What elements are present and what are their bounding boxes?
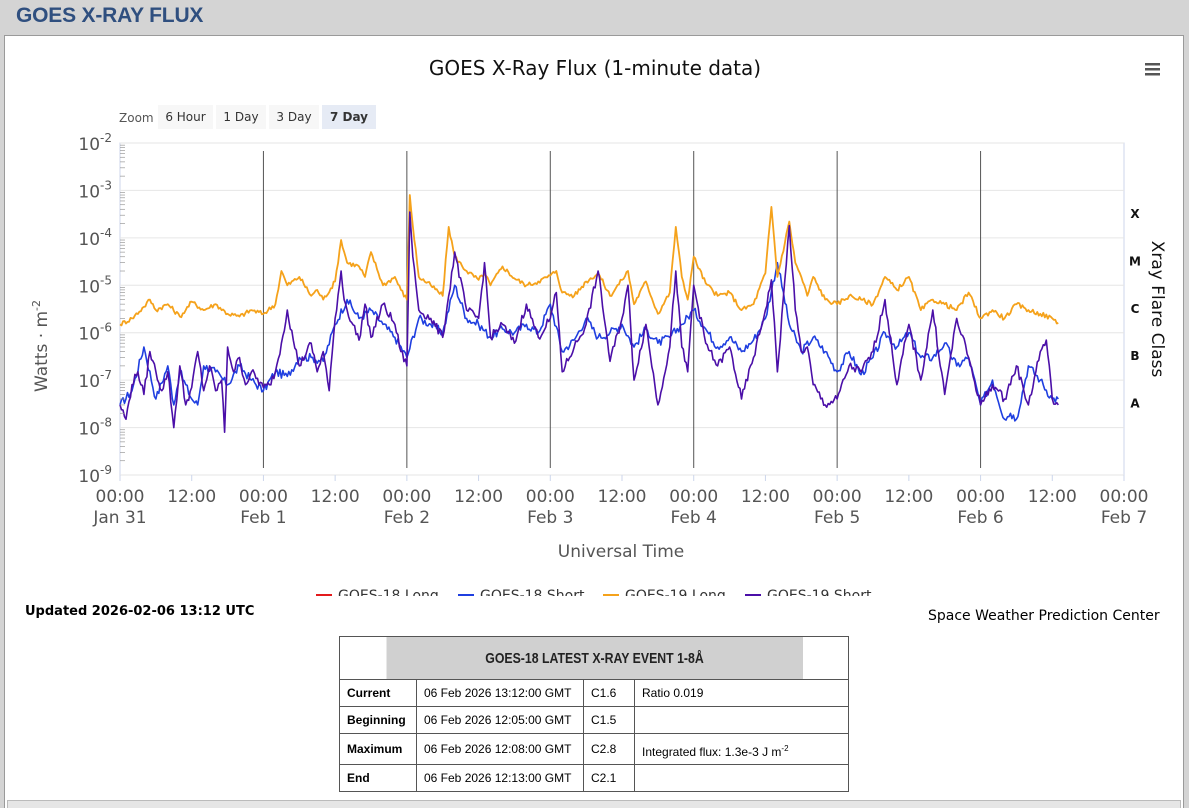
y-axis-ticks: 10-9 10-8 10-7 10-6 10-5 10-4 10-3 10-2 [78, 131, 125, 487]
chart-menu-icon[interactable] [1142, 56, 1162, 76]
event-table-title: GOES-18 LATEST X-RAY EVENT 1-8Å [384, 636, 804, 680]
event-row-current: Current 06 Feb 2026 13:12:00 GMT C1.6 Ratio… [339, 679, 849, 707]
event-label: Maximum [339, 733, 417, 765]
zoom-controls: Zoom 6 Hour 1 Day 3 Day 7 Day [119, 105, 376, 129]
event-table-title-text: GOES-18 LATEST X-RAY EVENT 1-8Å [484, 649, 704, 667]
xray-flux-chart: GOES X-Ray Flux (1-minute data) Zoom 6 Ho… [30, 56, 1167, 596]
zoom-button-7-day[interactable]: 7 Day [322, 105, 376, 129]
x-tick-date: Feb 6 [957, 508, 1003, 528]
x-tick-time: 12:00 [884, 487, 933, 507]
x-tick-time: 00:00 [526, 487, 575, 507]
event-extra [634, 706, 849, 734]
x-tick-time: 12:00 [311, 487, 360, 507]
y-tick-label: 10-3 [78, 178, 112, 202]
y-tick-label: 10-8 [78, 416, 112, 440]
chart-legend: GOES-18 Long GOES-18 Short GOES-19 Long GOE… [316, 588, 872, 596]
event-time: 06 Feb 2026 12:13:00 GMT [416, 764, 584, 792]
x-tick-time: 00:00 [956, 487, 1005, 507]
x-tick-time: 00:00 [813, 487, 862, 507]
event-time: 06 Feb 2026 12:08:00 GMT [416, 733, 584, 765]
y-tick-label: 10-2 [78, 131, 112, 155]
event-label: Beginning [339, 706, 417, 734]
flare-class-x: X [1130, 207, 1140, 221]
y-tick-label: 10-9 [78, 463, 112, 487]
flare-class-b: B [1130, 349, 1139, 363]
zoom-button-label: 1 Day [223, 110, 258, 124]
flare-class-c: C [1131, 302, 1140, 316]
y-tick-label: 10-7 [78, 368, 112, 392]
page-title: GOES X-RAY FLUX [16, 4, 204, 27]
credit-text: Space Weather Prediction Center [928, 608, 1160, 624]
flare-class-a: A [1130, 397, 1140, 411]
legend-item-goes-19-long[interactable]: GOES-19 Long [603, 588, 726, 596]
zoom-button-label: 6 Hour [165, 110, 205, 124]
event-label: End [339, 764, 417, 792]
zoom-button-3-day[interactable]: 3 Day [269, 105, 319, 129]
x-tick-time: 12:00 [1028, 487, 1077, 507]
legend-item-goes-18-long[interactable]: GOES-18 Long [316, 588, 439, 596]
event-label: Current [339, 679, 417, 707]
x-tick-date: Feb 5 [814, 508, 860, 528]
latest-event-table: GOES-18 LATEST X-RAY EVENT 1-8Å Current 0… [339, 636, 849, 792]
x-tick-time: 00:00 [96, 487, 145, 507]
zoom-button-label: 3 Day [276, 110, 311, 124]
flare-class-m: M [1129, 254, 1141, 268]
y-axis-label: Watts · m-2 [30, 300, 52, 392]
x-tick-date: Feb 1 [240, 508, 286, 528]
x-tick-time: 12:00 [598, 487, 647, 507]
x-tick-time: 12:00 [167, 487, 216, 507]
event-class: C2.8 [583, 733, 635, 765]
legend-label: GOES-18 Short [480, 588, 585, 596]
x-tick-time: 00:00 [382, 487, 431, 507]
zoom-button-label: 7 Day [330, 110, 368, 124]
x-tick-date: Feb 7 [1101, 508, 1147, 528]
series-line-goes-19-short [119, 211, 1059, 433]
bottom-panel-edge [7, 800, 1181, 808]
x-tick-time: 12:00 [741, 487, 790, 507]
x-tick-time: 00:00 [1100, 487, 1149, 507]
chart-title: GOES X-Ray Flux (1-minute data) [429, 56, 761, 80]
zoom-label: Zoom [119, 111, 154, 125]
event-class: C2.1 [583, 764, 635, 792]
event-extra [634, 764, 849, 792]
event-class: C1.5 [583, 706, 635, 734]
legend-item-goes-18-short[interactable]: GOES-18 Short [458, 588, 585, 596]
x-tick-time: 00:00 [669, 487, 718, 507]
x-tick-time: 00:00 [239, 487, 288, 507]
legend-item-goes-19-short[interactable]: GOES-19 Short [745, 588, 872, 596]
series-line-goes-19-long [119, 194, 1059, 327]
y-tick-label: 10-4 [78, 226, 112, 250]
page-header: GOES X-RAY FLUX [0, 0, 1189, 33]
event-row-beginning: Beginning 06 Feb 2026 12:05:00 GMT C1.5 [339, 706, 849, 734]
zoom-button-6-hour[interactable]: 6 Hour [158, 105, 213, 129]
right-axis-label: Xray Flare Class [1147, 241, 1167, 378]
legend-label: GOES-18 Long [338, 588, 439, 596]
event-time: 06 Feb 2026 13:12:00 GMT [416, 679, 584, 707]
zoom-button-1-day[interactable]: 1 Day [216, 105, 266, 129]
event-row-maximum: Maximum 06 Feb 2026 12:08:00 GMT C2.8 Integ… [339, 733, 849, 765]
updated-timestamp: Updated 2026-02-06 13:12 UTC [25, 604, 255, 619]
flare-class-labels: A B C M X [1129, 207, 1141, 411]
y-tick-label: 10-5 [78, 273, 112, 297]
event-row-end: End 06 Feb 2026 12:13:00 GMT C2.1 [339, 764, 849, 792]
x-tick-date: Jan 31 [92, 508, 146, 528]
legend-label: GOES-19 Long [625, 588, 726, 596]
series-lines [119, 194, 1059, 433]
event-extra: Ratio 0.019 [634, 679, 849, 707]
x-tick-date: Feb 2 [384, 508, 430, 528]
x-tick-date: Feb 4 [671, 508, 717, 528]
x-tick-date: Feb 3 [527, 508, 573, 528]
x-tick-time: 12:00 [454, 487, 503, 507]
x-axis-label: Universal Time [558, 542, 684, 562]
y-tick-label: 10-6 [78, 321, 112, 345]
event-class: C1.6 [583, 679, 635, 707]
event-time: 06 Feb 2026 12:05:00 GMT [416, 706, 584, 734]
legend-label: GOES-19 Short [767, 588, 872, 596]
event-extra: Integrated flux: 1.3e-3 J m-2 [634, 733, 849, 765]
